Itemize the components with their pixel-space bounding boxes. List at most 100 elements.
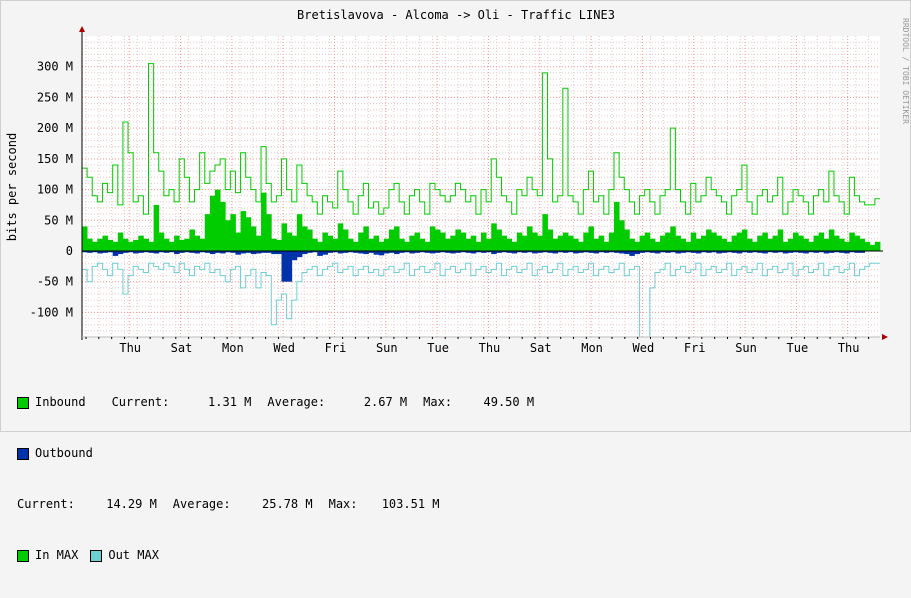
outbound-bar (849, 251, 855, 253)
outbound-bar (92, 251, 98, 253)
in-max-label: In MAX (35, 548, 79, 562)
outbound-bar (700, 251, 707, 253)
inbound-bar (82, 226, 88, 251)
inbound-bar (793, 232, 799, 251)
inbound-bar (450, 235, 456, 251)
outbound-bar (757, 251, 763, 253)
outbound-bar (782, 251, 789, 254)
inbound-bar (429, 226, 436, 251)
outbound-bar (163, 251, 170, 253)
outbound-bar (307, 251, 313, 253)
outbound-bar (532, 251, 538, 254)
outbound-bar (368, 251, 374, 253)
outbound-bar (204, 251, 211, 253)
outbound-bar (291, 251, 298, 261)
outbound-bar (168, 251, 175, 253)
inbound-bar (475, 241, 482, 251)
outbound-bar (342, 251, 349, 253)
traffic-chart: 300 M 250 M 200 M 150 M 100 M 50 M 0 -50 M -100 … (5, 8, 910, 355)
inbound-bar (506, 238, 513, 251)
inbound-bar (511, 241, 518, 251)
outbound-bar (358, 251, 364, 254)
inbound-bar (844, 241, 850, 251)
outbound-bar (798, 251, 804, 253)
inbound-bar (337, 223, 344, 251)
inbound-bar (353, 241, 359, 251)
rrdtool-credit: RRDTOOL / TOBI OETIKER (901, 18, 910, 124)
outbound-bar (619, 251, 625, 254)
inbound-bar (158, 232, 165, 251)
outbound-bar (240, 251, 247, 254)
outbound-bar (501, 251, 507, 253)
outbound-average: 25.78 M (262, 497, 313, 511)
inbound-bar (148, 241, 155, 251)
outbound-bar (491, 251, 497, 255)
inbound-bar (92, 241, 98, 251)
inbound-bar (716, 235, 722, 251)
outbound-bar (440, 251, 446, 253)
inbound-bar (803, 238, 809, 251)
inbound-bar (603, 241, 610, 251)
x-tick-label: Tue (787, 341, 809, 355)
inbound-bar (434, 229, 441, 251)
x-tick-label: Sat (530, 341, 552, 355)
inbound-bar (296, 214, 303, 251)
outbound-bar (87, 251, 93, 253)
outbound-bar (506, 251, 513, 253)
inbound-bar (747, 238, 753, 251)
inbound-bar (685, 241, 692, 251)
inbound-bar (455, 229, 461, 251)
outbound-bar (353, 251, 359, 253)
outbound-bar (762, 251, 768, 254)
x-tick-label: Wed (273, 341, 295, 355)
outbound-bar (194, 251, 201, 254)
inbound-bar (695, 238, 702, 251)
outbound-bar (255, 251, 262, 254)
outbound-bar (102, 251, 108, 253)
inbound-bar (363, 226, 369, 251)
inbound-bar (567, 235, 574, 251)
outbound-bar (573, 251, 579, 254)
outbound-bar (695, 251, 702, 254)
outbound-bar (276, 251, 282, 255)
outbound-bar (624, 251, 630, 255)
y-axis-label: bits per second (5, 133, 19, 241)
inbound-bar (813, 235, 820, 251)
inbound-label: Inbound (35, 395, 86, 409)
inbound-bar (276, 239, 282, 251)
x-tick-label: Sat (171, 341, 193, 355)
inbound-bar (660, 235, 666, 251)
outbound-bar (475, 251, 482, 253)
outbound-bar (803, 251, 809, 254)
inbound-bar (869, 244, 876, 251)
outbound-swatch (17, 447, 29, 460)
inbound-bar (726, 241, 733, 251)
inbound-bar (578, 241, 584, 251)
inbound-bar (342, 229, 349, 251)
outbound-bar (122, 251, 129, 253)
inbound-bar (874, 241, 881, 251)
outbound-bar (823, 251, 830, 254)
inbound-bar (327, 235, 334, 251)
inbound-bar (358, 232, 364, 251)
inbound-bar (348, 238, 354, 251)
inbound-bar (261, 192, 267, 251)
inbound-bar (619, 220, 625, 251)
x-axis-arrow (882, 334, 888, 340)
outbound-bar (301, 251, 308, 255)
legend: Inbound Current: 1.31 M Average: 2.67 M … (17, 360, 534, 598)
outbound-bar (854, 251, 860, 253)
inbound-average: 2.67 M (363, 395, 408, 409)
outbound-bar (450, 251, 456, 254)
out-max-swatch (90, 549, 103, 562)
inbound-bar (849, 232, 855, 251)
y-tick-label: 100 M (37, 183, 73, 197)
outbound-bar (327, 251, 334, 253)
x-tick-label: Thu (479, 341, 501, 355)
outbound-bar (511, 251, 518, 254)
outbound-bar (660, 251, 666, 253)
inbound-bar (762, 232, 768, 251)
inbound-bar (491, 223, 497, 251)
outbound-bar (808, 251, 814, 253)
inbound-bar (598, 235, 605, 251)
